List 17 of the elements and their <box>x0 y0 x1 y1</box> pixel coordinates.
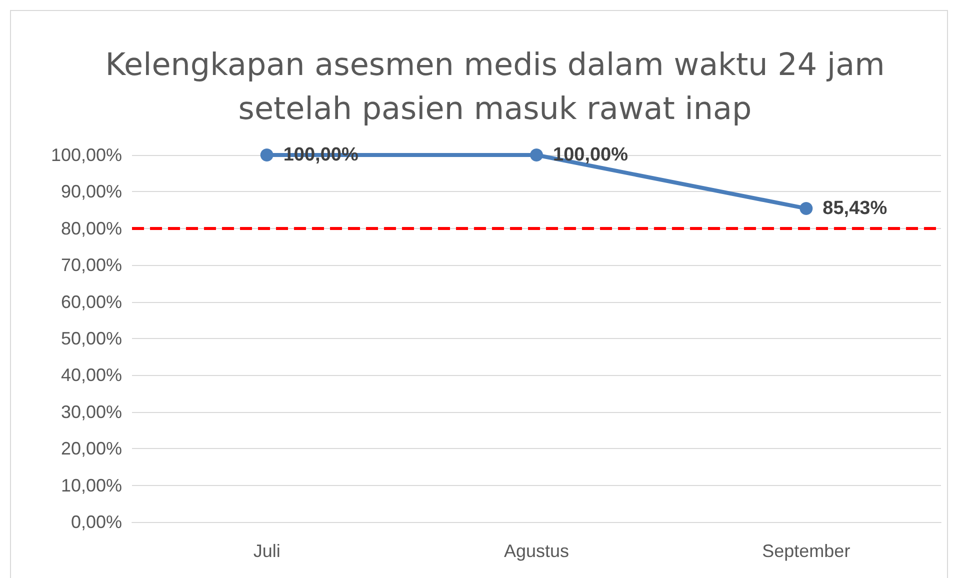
data-label: 85,43% <box>822 198 888 219</box>
y-tick-label: 90,00% <box>60 182 122 202</box>
y-tick-label: 30,00% <box>60 402 122 422</box>
y-tick-label: 20,00% <box>60 438 122 459</box>
y-tick-label: 50,00% <box>60 328 122 348</box>
y-tick-label: 10,00% <box>60 475 122 496</box>
x-tick-label: Agustus <box>504 541 570 561</box>
y-tick-label: 60,00% <box>60 292 122 312</box>
x-tick-label: September <box>762 541 850 561</box>
y-tick-label: 80,00% <box>60 218 122 238</box>
chart-title: Kelengkapan asesmen medis dalam waktu 24 jam setelah pasien masuk rawat inap <box>105 47 885 127</box>
y-tick-label: 0,00% <box>70 512 122 532</box>
y-tick-label: 100,00% <box>50 145 122 165</box>
y-tick-label: 70,00% <box>60 255 122 276</box>
x-tick-label: Juli <box>253 541 280 561</box>
data-label: 100,00% <box>553 144 628 166</box>
y-tick-label: 40,00% <box>60 365 122 386</box>
